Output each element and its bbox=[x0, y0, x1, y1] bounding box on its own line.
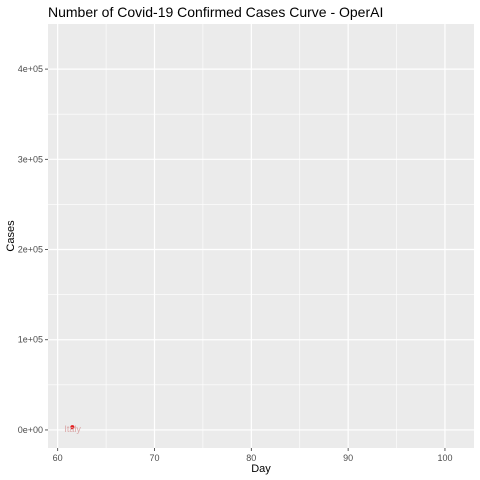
x-tick-label: 90 bbox=[343, 453, 353, 463]
gridlines bbox=[48, 24, 474, 448]
data-point-label: Italy bbox=[64, 424, 81, 434]
y-tick-label: 0e+00 bbox=[18, 425, 43, 435]
x-tick-label: 100 bbox=[437, 453, 452, 463]
x-tick-label: 70 bbox=[149, 453, 159, 463]
data-point bbox=[70, 425, 75, 430]
y-axis-label: Cases bbox=[5, 220, 17, 252]
plot-panel bbox=[48, 24, 474, 448]
data-points: Italy bbox=[64, 424, 81, 434]
x-axis-label: Day bbox=[251, 463, 271, 475]
chart-title: Number of Covid-19 Confirmed Cases Curve… bbox=[48, 4, 383, 20]
y-tick-label: 3e+05 bbox=[18, 154, 43, 164]
x-tick-label: 60 bbox=[53, 453, 63, 463]
axis-ticks: 60 70 80 90 100 0e+00 1e+05 2e+05 3e+05 4e+05 bbox=[18, 64, 453, 463]
y-tick-label: 1e+05 bbox=[18, 335, 43, 345]
y-tick-label: 2e+05 bbox=[18, 245, 43, 255]
x-tick-label: 80 bbox=[246, 453, 256, 463]
y-tick-label: 4e+05 bbox=[18, 64, 43, 74]
